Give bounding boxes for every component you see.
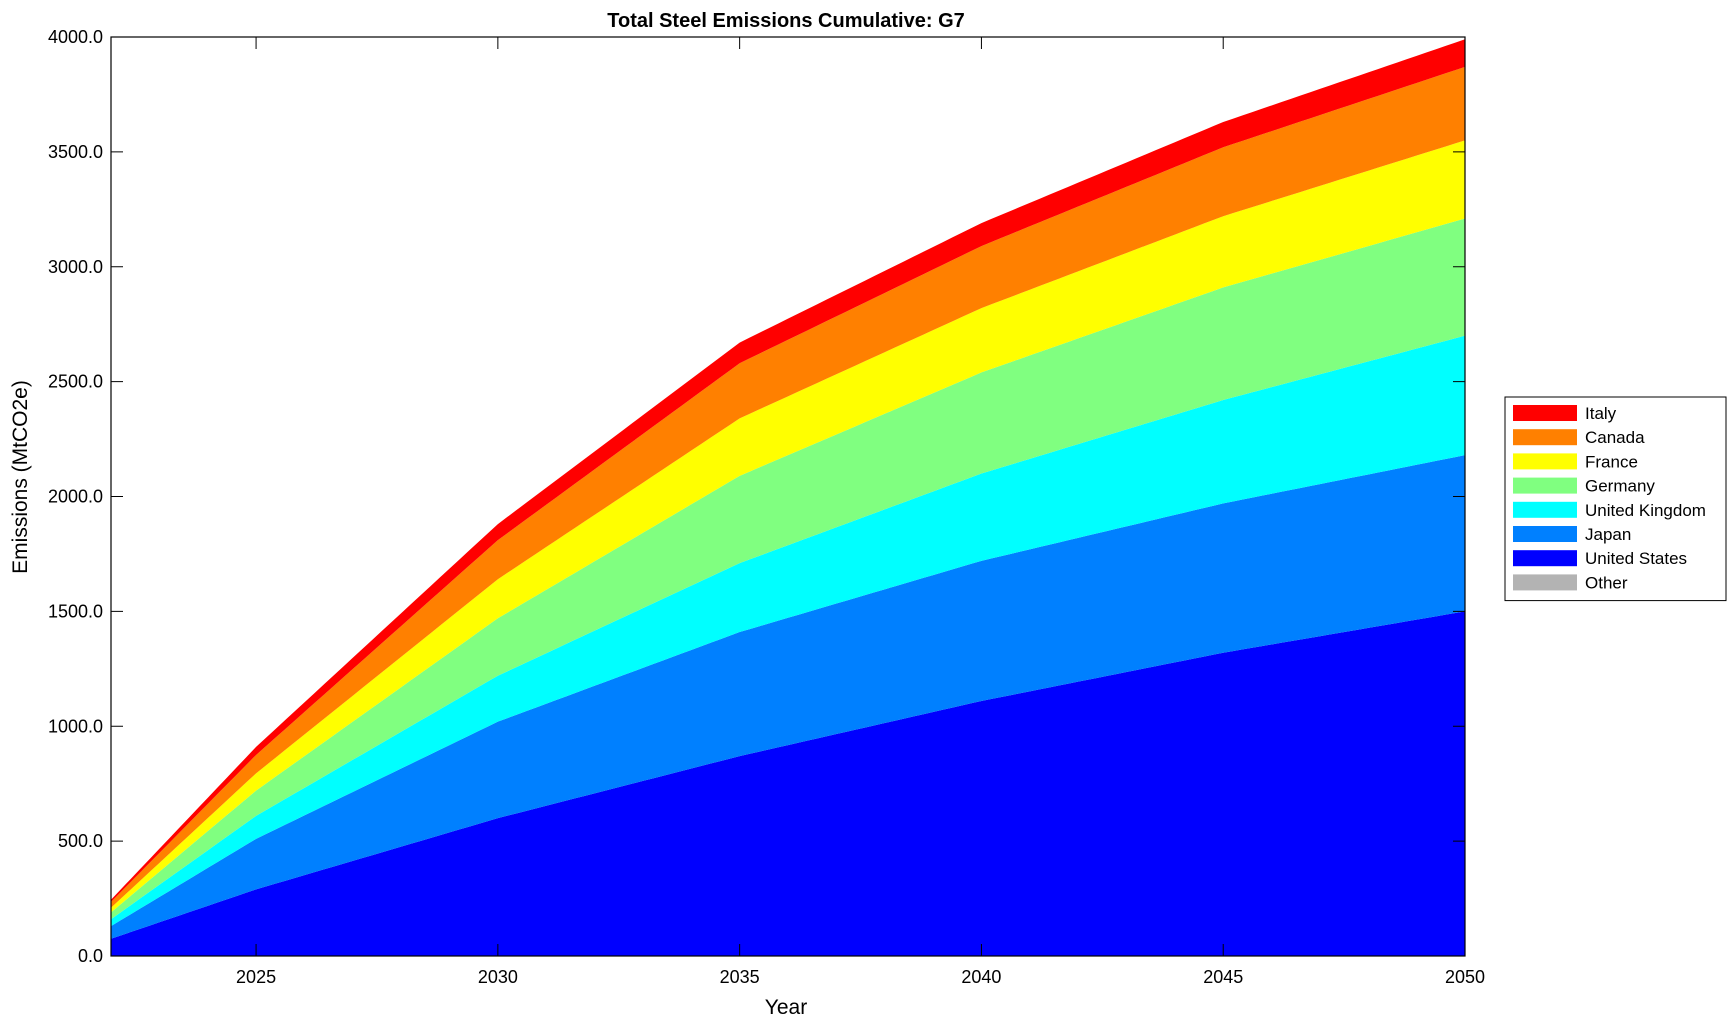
area-germany: [111, 218, 1465, 920]
x-tick-label: 2040: [961, 967, 1001, 987]
legend-label-italy: Italy: [1585, 404, 1617, 423]
y-tick-label: 1000.0: [48, 716, 103, 736]
legend-swatch-united-kingdom: [1513, 501, 1577, 518]
legend-label-other: Other: [1585, 573, 1628, 592]
legend-swatch-other: [1513, 574, 1577, 591]
area-japan: [111, 455, 1465, 939]
y-tick-label: 1500.0: [48, 601, 103, 621]
y-tick-label: 4000.0: [48, 27, 103, 47]
x-tick-label: 2045: [1203, 967, 1243, 987]
x-axis-label: Year: [765, 996, 807, 1019]
area-france: [111, 140, 1465, 913]
legend-label-france: France: [1585, 452, 1638, 471]
area-united-states: [111, 611, 1465, 956]
area-canada: [111, 66, 1465, 908]
legend-label-united-states: United States: [1585, 549, 1687, 568]
y-tick-label: 0.0: [78, 946, 103, 966]
legend: Italy Canada France Germany United Kingdom Ja…: [1504, 396, 1727, 602]
legend-swatch-germany: [1513, 477, 1577, 494]
legend-swatch-france: [1513, 453, 1577, 470]
legend-label-united-kingdom: United Kingdom: [1585, 501, 1706, 520]
chart-title: Total Steel Emissions Cumulative: G7: [607, 10, 965, 32]
legend-swatch-italy: [1513, 405, 1577, 421]
x-tick-label: 2030: [478, 967, 518, 987]
legend-label-germany: Germany: [1585, 477, 1655, 496]
legend-swatch-japan: [1513, 526, 1577, 542]
x-tick-label: 2025: [236, 967, 276, 987]
y-tick-label: 2500.0: [48, 372, 103, 392]
area-united-kingdom: [111, 335, 1465, 927]
legend-swatch-canada: [1513, 429, 1577, 446]
legend-swatch-united-states: [1513, 550, 1577, 567]
x-tick-label: 2050: [1445, 967, 1485, 987]
y-axis-label: Emissions (MtCO2e): [9, 380, 32, 574]
areas-layer: [111, 39, 1465, 956]
axes-layer: 0.0 500.0 1000.0 1500.0 2000.0 2500.0 3000.0 35…: [48, 27, 1485, 987]
y-tick-label: 2000.0: [48, 487, 103, 507]
y-tick-label: 3000.0: [48, 257, 103, 277]
x-tick-label: 2035: [720, 967, 760, 987]
legend-label-japan: Japan: [1585, 525, 1631, 544]
y-tick-label: 500.0: [58, 831, 103, 851]
y-tick-label: 3500.0: [48, 142, 103, 162]
legend-label-canada: Canada: [1585, 428, 1645, 447]
